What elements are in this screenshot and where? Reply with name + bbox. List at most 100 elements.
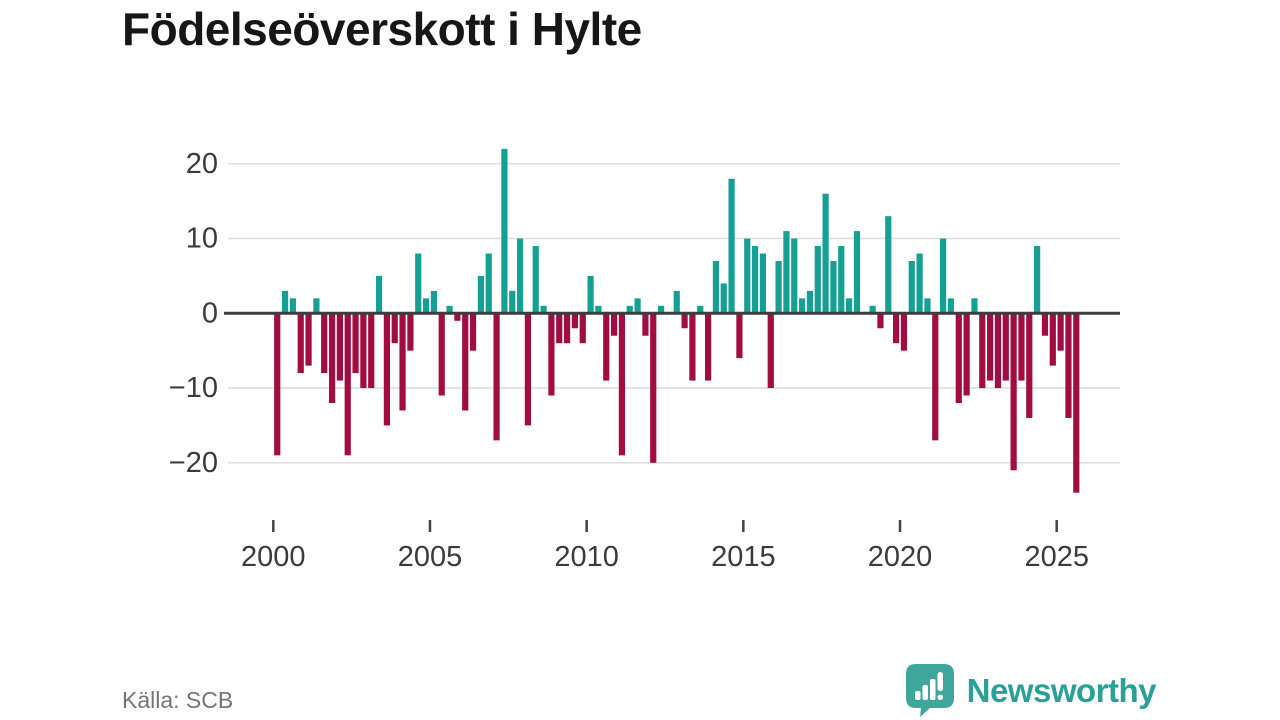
bar-positive <box>830 260 837 314</box>
bar-negative <box>344 313 351 456</box>
bar-positive <box>799 298 806 314</box>
bar-glyph-medium <box>922 685 928 700</box>
gridlines <box>228 163 1120 464</box>
y-tick-label: −20 <box>169 447 218 479</box>
bar-negative <box>932 313 939 441</box>
bar-glyph-large <box>929 679 936 700</box>
bar-positive <box>501 148 508 314</box>
bar-positive <box>728 178 735 314</box>
bar-negative <box>767 313 774 389</box>
bar-positive <box>477 275 484 314</box>
bar-positive <box>791 238 798 314</box>
bar-negative <box>603 313 610 381</box>
bar-positive <box>485 253 492 314</box>
bar-positive <box>759 253 767 314</box>
bar-positive <box>947 298 955 314</box>
bar-negative <box>328 313 336 403</box>
bar-positive <box>540 305 547 314</box>
bar-positive <box>744 238 751 314</box>
bar-negative <box>1026 313 1033 418</box>
y-tick-label: 10 <box>186 223 218 255</box>
bar-negative <box>1073 313 1080 493</box>
bar-negative <box>297 313 304 374</box>
bar-negative <box>571 313 579 329</box>
bar-glyph-small <box>914 691 921 700</box>
bar-negative <box>1002 313 1009 381</box>
bar-positive <box>1034 246 1041 314</box>
source-note: Källa: SCB <box>122 687 234 713</box>
bar-positive <box>313 298 320 314</box>
bar-negative <box>689 313 696 381</box>
bar-negative <box>1041 313 1049 336</box>
x-axis-labels: 2000 2005 2010 2015 2020 2025 <box>241 541 1089 573</box>
bar-positive <box>783 231 790 314</box>
bar-positive <box>885 216 892 314</box>
bar-positive <box>940 238 947 314</box>
bar-negative <box>979 313 986 389</box>
bar-positive <box>822 193 829 314</box>
bar-positive <box>697 305 704 314</box>
bar-positive <box>657 305 665 314</box>
x-tick-label: 2015 <box>711 541 776 573</box>
bar-negative <box>556 313 563 344</box>
bar-positive <box>712 260 720 314</box>
y-axis-labels: 20 10 0 −10 −20 <box>169 148 218 479</box>
bar-positive <box>375 275 383 314</box>
bar-negative <box>877 313 884 329</box>
bar-positive <box>634 298 641 314</box>
bar-negative <box>987 313 994 381</box>
y-tick-label: −10 <box>169 372 218 404</box>
bar-positive <box>838 246 845 314</box>
bar-negative <box>493 313 500 441</box>
bar-negative <box>1018 313 1025 381</box>
bar-negative <box>955 313 962 403</box>
bar-negative <box>274 313 281 456</box>
bar-negative <box>1010 313 1017 471</box>
newsworthy-logo: Newsworthy <box>905 664 1157 717</box>
bar-positive <box>916 253 923 314</box>
x-tick-label: 2005 <box>398 541 463 573</box>
bar-positive <box>516 238 524 314</box>
bar-positive <box>281 290 289 314</box>
bar-negative <box>336 313 343 381</box>
bar-positive <box>430 290 437 314</box>
x-tick-label: 2020 <box>868 541 933 573</box>
bar-positive <box>626 305 633 314</box>
bar-negative <box>462 313 469 411</box>
newsworthy-bubble-icon <box>905 664 954 717</box>
exclamation-stem <box>937 672 943 691</box>
bar-negative <box>407 313 414 351</box>
bar-negative <box>524 313 532 426</box>
bar-positive <box>720 283 727 314</box>
bar-negative <box>704 313 712 381</box>
bar-positive <box>422 298 430 314</box>
bar-negative <box>650 313 657 463</box>
bar-negative <box>618 313 626 456</box>
x-tick-label: 2010 <box>554 541 619 573</box>
bar-negative <box>1049 313 1056 366</box>
bar-positive <box>509 290 516 314</box>
x-tick-label: 2000 <box>241 541 306 573</box>
newsworthy-wordmark: Newsworthy <box>966 671 1157 709</box>
exclamation-dot <box>937 694 943 700</box>
bar-positive <box>924 298 931 314</box>
x-tick-label: 2025 <box>1024 541 1089 573</box>
bar-negative <box>1065 313 1072 418</box>
bar-positive <box>971 298 978 314</box>
bar-negative <box>399 313 406 411</box>
bar-negative <box>360 313 367 389</box>
bar-negative <box>994 313 1002 389</box>
bar-negative <box>563 313 571 344</box>
bar-negative <box>610 313 618 336</box>
bar-positive <box>908 260 915 314</box>
x-axis-ticks <box>272 520 1058 532</box>
bar-positive <box>532 246 539 314</box>
bar-positive <box>751 246 759 314</box>
bar-positive <box>853 231 861 314</box>
bar-negative <box>579 313 586 344</box>
bar-positive <box>446 305 453 314</box>
bar-positive <box>806 290 814 314</box>
bar-negative <box>391 313 398 344</box>
bar-negative <box>681 313 688 329</box>
